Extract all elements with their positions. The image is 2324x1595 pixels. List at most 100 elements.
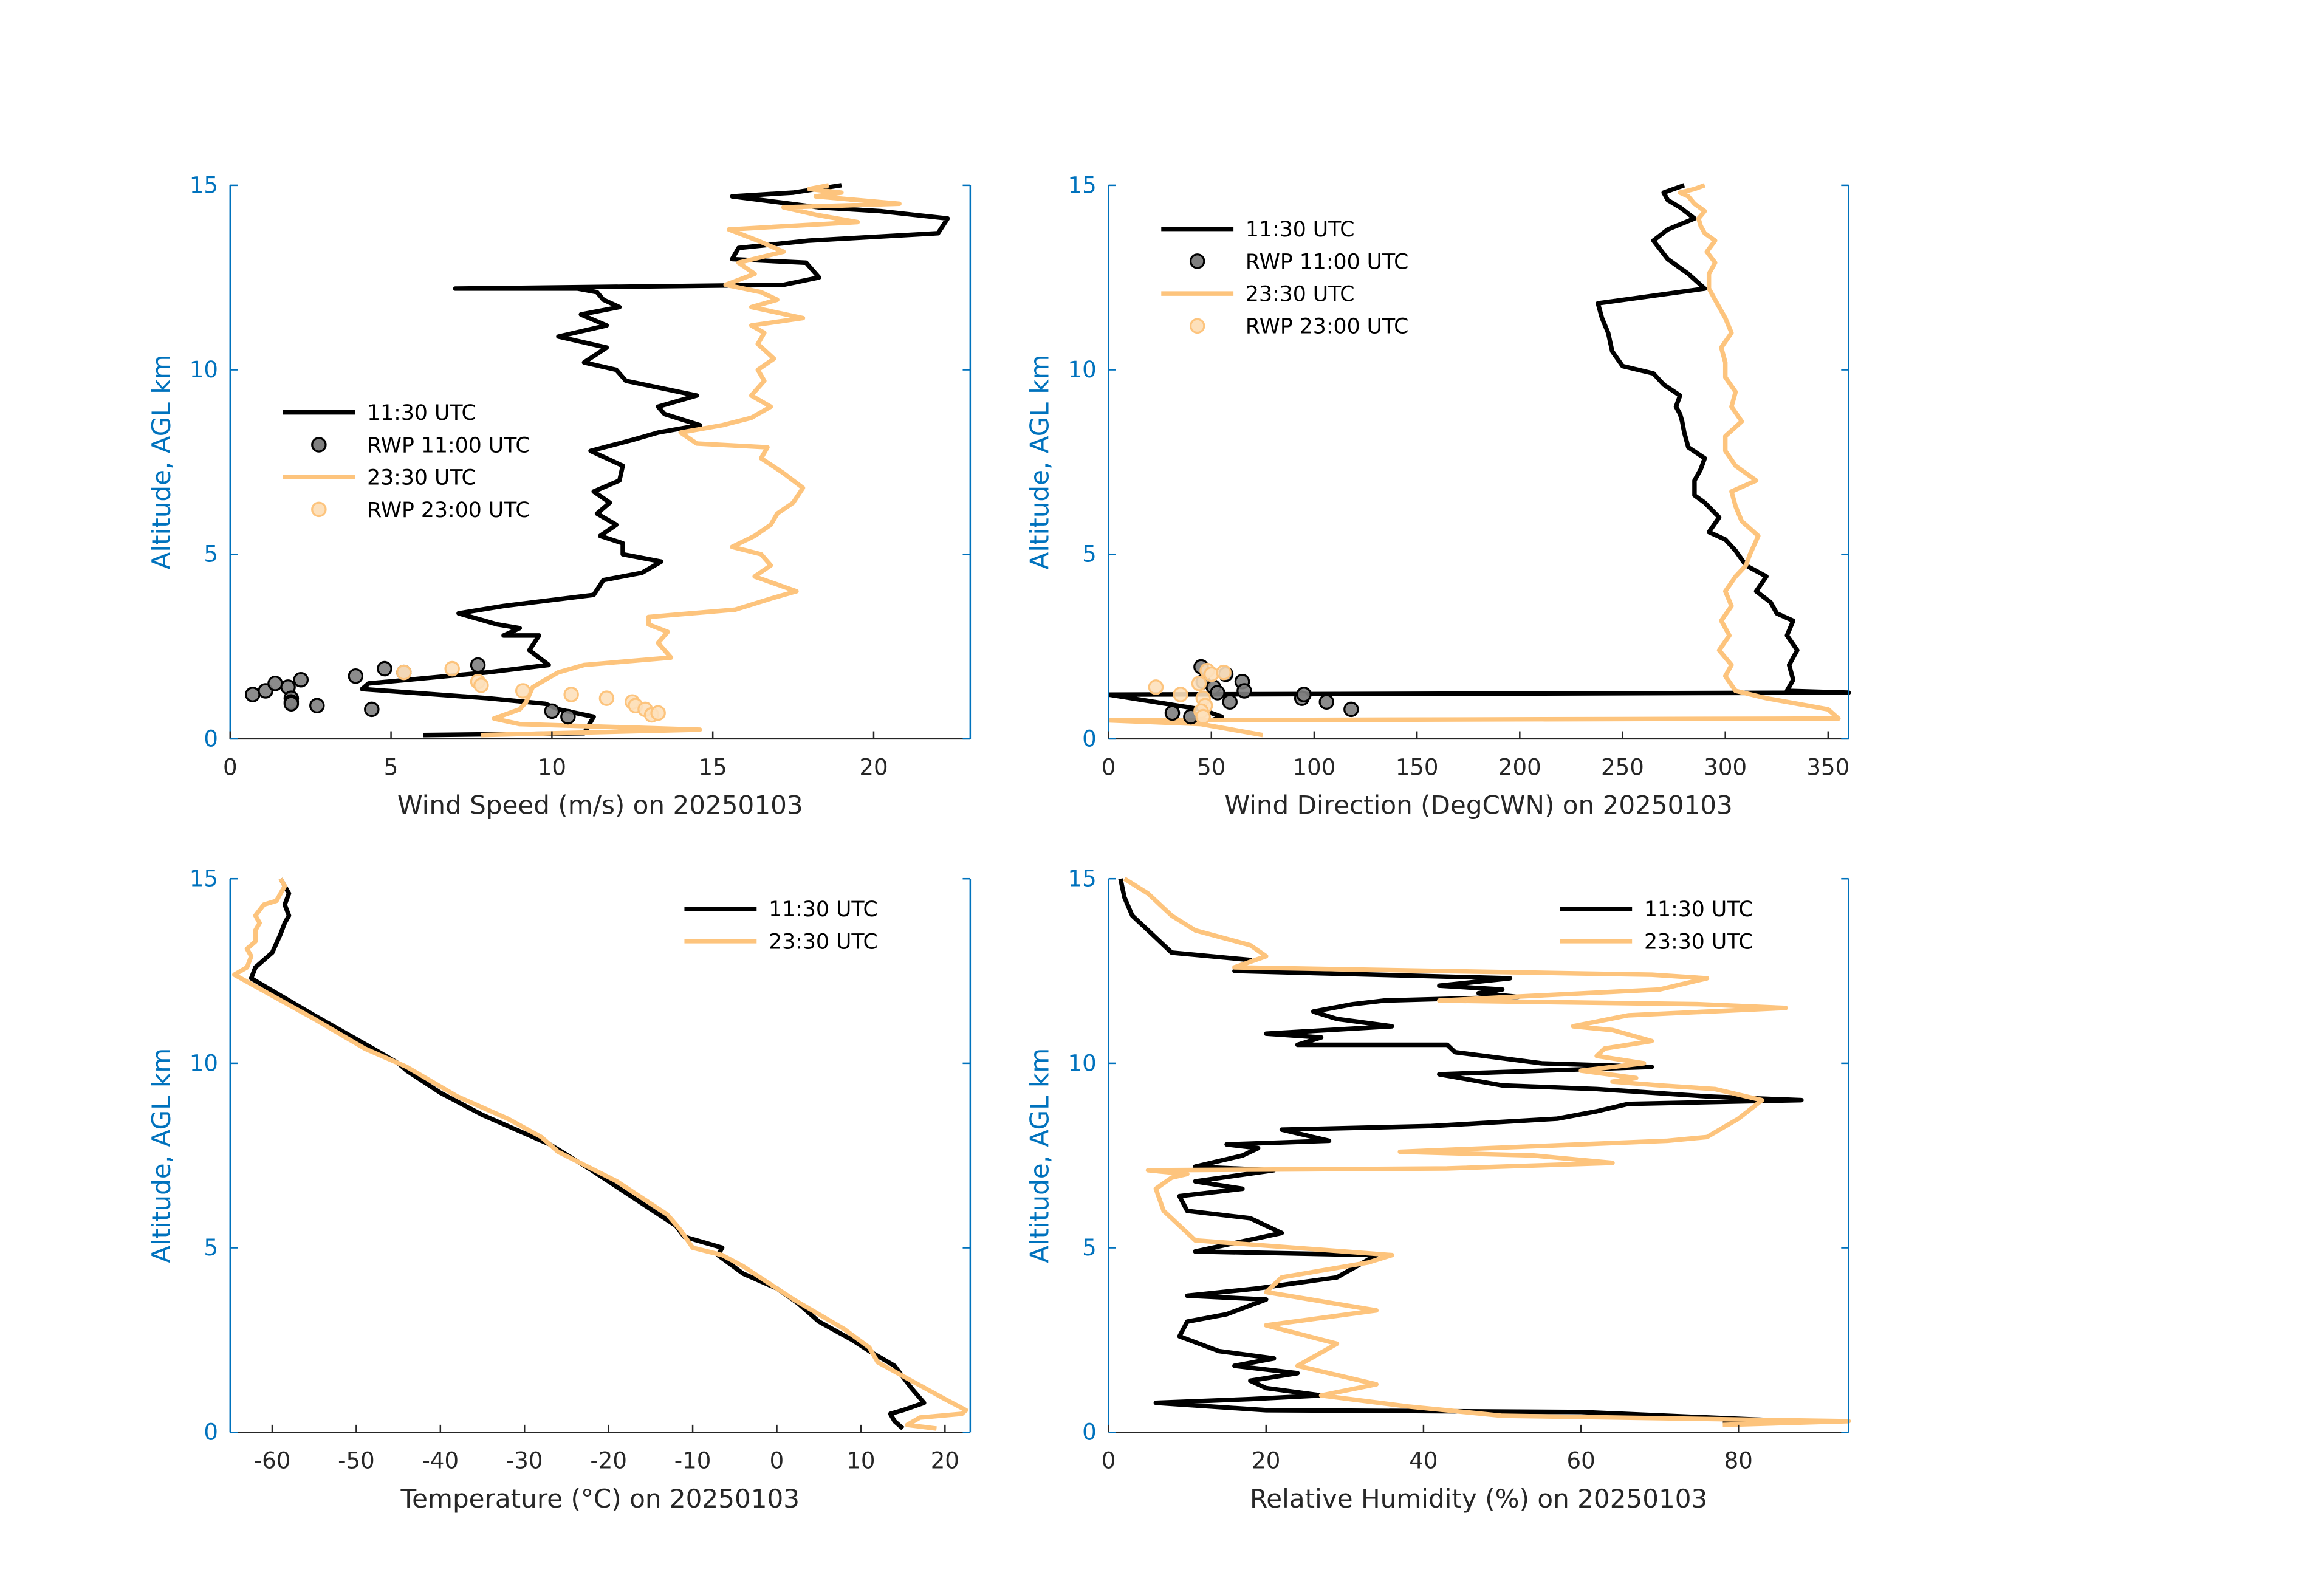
wind-speed-y-tick-label: 0 — [204, 725, 218, 752]
wind-direction-plot-area — [1108, 183, 1851, 738]
wind-speed-x-tick-label: 10 — [538, 754, 566, 780]
wind-direction-rwp-point — [1191, 676, 1207, 691]
wind-speed-rwp-point — [245, 687, 261, 702]
wind-speed-x-tick-label: 15 — [699, 754, 727, 780]
relative-humidity-y-tick-label: 0 — [1082, 1419, 1097, 1446]
wind-direction-rwp-point — [1195, 708, 1212, 725]
wind-direction-rwp-point — [1222, 694, 1238, 710]
temperature-series-23-30-utc — [232, 877, 968, 1431]
wind-speed-legend: 11:30 UTC RWP 11:00 UTC 23:30 UTC RWP 23:00… — [283, 401, 530, 523]
wind-speed-rwp-point — [470, 657, 486, 673]
relative-humidity-x-tick-label: 40 — [1409, 1448, 1438, 1474]
wind-direction-rwp-point — [1296, 687, 1312, 702]
wind-direction-legend-entry: 11:30 UTC — [1246, 218, 1355, 242]
wind-direction-x-tick-label: 350 — [1806, 754, 1849, 780]
wind-direction-x-tick-label: 0 — [1102, 754, 1116, 780]
relative-humidity-legend-entry: 11:30 UTC — [1644, 897, 1753, 922]
wind-direction-legend-entry: RWP 23:00 UTC — [1246, 315, 1408, 339]
wind-direction-rwp-point — [1210, 685, 1225, 701]
temperature-y-tick-label: 0 — [204, 1419, 218, 1446]
wind-speed-rwp-point — [444, 660, 460, 677]
temperature-y-tick-label: 15 — [190, 866, 218, 892]
wind-direction-x-axis-label: Wind Direction (DegCWN) on 20250103 — [1225, 791, 1733, 820]
wind-speed-legend-entry: 11:30 UTC — [367, 401, 476, 425]
wind-direction-legend-entry: 23:30 UTC — [1246, 283, 1355, 307]
temperature-x-tick-label: -40 — [422, 1448, 459, 1474]
wind-speed-rwp-point — [473, 677, 489, 693]
wind-direction-legend-marker-swatch — [1189, 253, 1205, 269]
wind-direction-legend-entry: RWP 11:00 UTC — [1246, 250, 1408, 274]
wind-direction-y-tick-label: 10 — [1068, 357, 1097, 383]
wind-direction-panel: 0 50 100 150 200 250 300 350 0 5 10 15 Wind Directio… — [1025, 172, 1851, 820]
relative-humidity-x-tick-label: 80 — [1724, 1448, 1753, 1474]
wind-speed-series-23-30-utc — [481, 183, 902, 738]
wind-speed-rwp-point — [598, 690, 615, 706]
temperature-x-tick-label: 0 — [770, 1448, 784, 1474]
relative-humidity-x-tick-label: 0 — [1102, 1448, 1116, 1474]
wind-direction-rwp-point — [1173, 687, 1188, 702]
temperature-plot-area — [232, 877, 968, 1431]
wind-speed-rwp-point — [283, 696, 300, 712]
temperature-y-axis-label: Altitude, AGL km — [146, 1048, 176, 1263]
wind-direction-rwp-point — [1343, 701, 1359, 718]
wind-speed-series-11-30-utc — [360, 183, 950, 738]
wind-direction-y-tick-label: 0 — [1082, 725, 1097, 752]
relative-humidity-x-tick-label: 20 — [1252, 1448, 1280, 1474]
wind-speed-x-axis-label: Wind Speed (m/s) on 20250103 — [397, 791, 803, 820]
relative-humidity-y-tick-label: 10 — [1068, 1050, 1097, 1076]
temperature-x-tick-label: 20 — [931, 1448, 959, 1474]
temperature-legend: 11:30 UTC 23:30 UTC — [684, 897, 878, 954]
wind-direction-y-axis-label: Altitude, AGL km — [1025, 354, 1055, 569]
wind-direction-y-tick-label: 5 — [1082, 541, 1097, 568]
relative-humidity-y-axis-label: Altitude, AGL km — [1025, 1048, 1055, 1263]
temperature-x-tick-label: -50 — [338, 1448, 375, 1474]
wind-direction-x-tick-label: 300 — [1704, 754, 1747, 780]
wind-speed-x-tick-label: 5 — [384, 754, 399, 780]
wind-direction-x-tick-label: 200 — [1498, 754, 1541, 780]
wind-direction-x-tick-label: 100 — [1293, 754, 1336, 780]
temperature-legend-entry: 23:30 UTC — [769, 930, 878, 954]
wind-speed-legend-entry: RWP 23:00 UTC — [367, 498, 530, 523]
temperature-x-tick-label: -30 — [506, 1448, 543, 1474]
wind-speed-legend-marker-swatch — [311, 501, 327, 518]
wind-speed-y-axis-label: Altitude, AGL km — [146, 354, 176, 569]
wind-direction-x-tick-label: 250 — [1601, 754, 1644, 780]
relative-humidity-series-23-30-utc — [1123, 877, 1851, 1427]
relative-humidity-x-axis-label: Relative Humidity (%) on 20250103 — [1250, 1484, 1707, 1514]
wind-direction-rwp-point — [1236, 683, 1252, 699]
temperature-series-11-30-utc — [249, 877, 927, 1430]
wind-speed-rwp-point — [544, 703, 560, 719]
relative-humidity-legend-entry: 23:30 UTC — [1644, 930, 1753, 954]
wind-speed-legend-entry: RWP 11:00 UTC — [367, 433, 530, 458]
wind-speed-panel: 0 5 10 15 20 0 5 10 15 Wind Speed (m/s) on 202501… — [146, 172, 972, 820]
temperature-legend-entry: 11:30 UTC — [769, 897, 878, 922]
temperature-x-tick-label: -10 — [674, 1448, 711, 1474]
relative-humidity-legend: 11:30 UTC 23:30 UTC — [1560, 897, 1753, 954]
temperature-x-axis-label: Temperature (°C) on 20250103 — [400, 1484, 800, 1514]
wind-direction-y-tick-label: 15 — [1068, 172, 1097, 198]
relative-humidity-x-tick-label: 60 — [1566, 1448, 1595, 1474]
relative-humidity-y-tick-label: 5 — [1082, 1235, 1097, 1261]
wind-speed-rwp-point — [364, 701, 380, 718]
relative-humidity-plot-area — [1118, 877, 1851, 1427]
temperature-y-tick-label: 10 — [190, 1050, 218, 1076]
wind-speed-x-tick-label: 20 — [859, 754, 888, 780]
wind-speed-rwp-point — [515, 683, 531, 699]
wind-speed-rwp-point — [267, 676, 283, 691]
wind-direction-x-tick-label: 50 — [1197, 754, 1225, 780]
wind-direction-series-23-30-utc — [1108, 183, 1841, 738]
relative-humidity-y-tick-label: 15 — [1068, 866, 1097, 892]
wind-speed-rwp-point — [563, 687, 579, 702]
wind-speed-rwp-point — [377, 660, 392, 677]
wind-direction-rwp-point — [1318, 694, 1335, 710]
wind-speed-y-tick-label: 10 — [190, 357, 218, 383]
wind-speed-x-tick-label: 0 — [223, 754, 238, 780]
wind-direction-x-tick-label: 150 — [1396, 754, 1439, 780]
temperature-x-tick-label: -20 — [590, 1448, 627, 1474]
wind-speed-y-tick-label: 5 — [204, 541, 218, 568]
temperature-x-tick-label: -60 — [254, 1448, 291, 1474]
wind-direction-rwp-point — [1164, 705, 1181, 721]
wind-direction-rwp-point — [1216, 664, 1232, 681]
